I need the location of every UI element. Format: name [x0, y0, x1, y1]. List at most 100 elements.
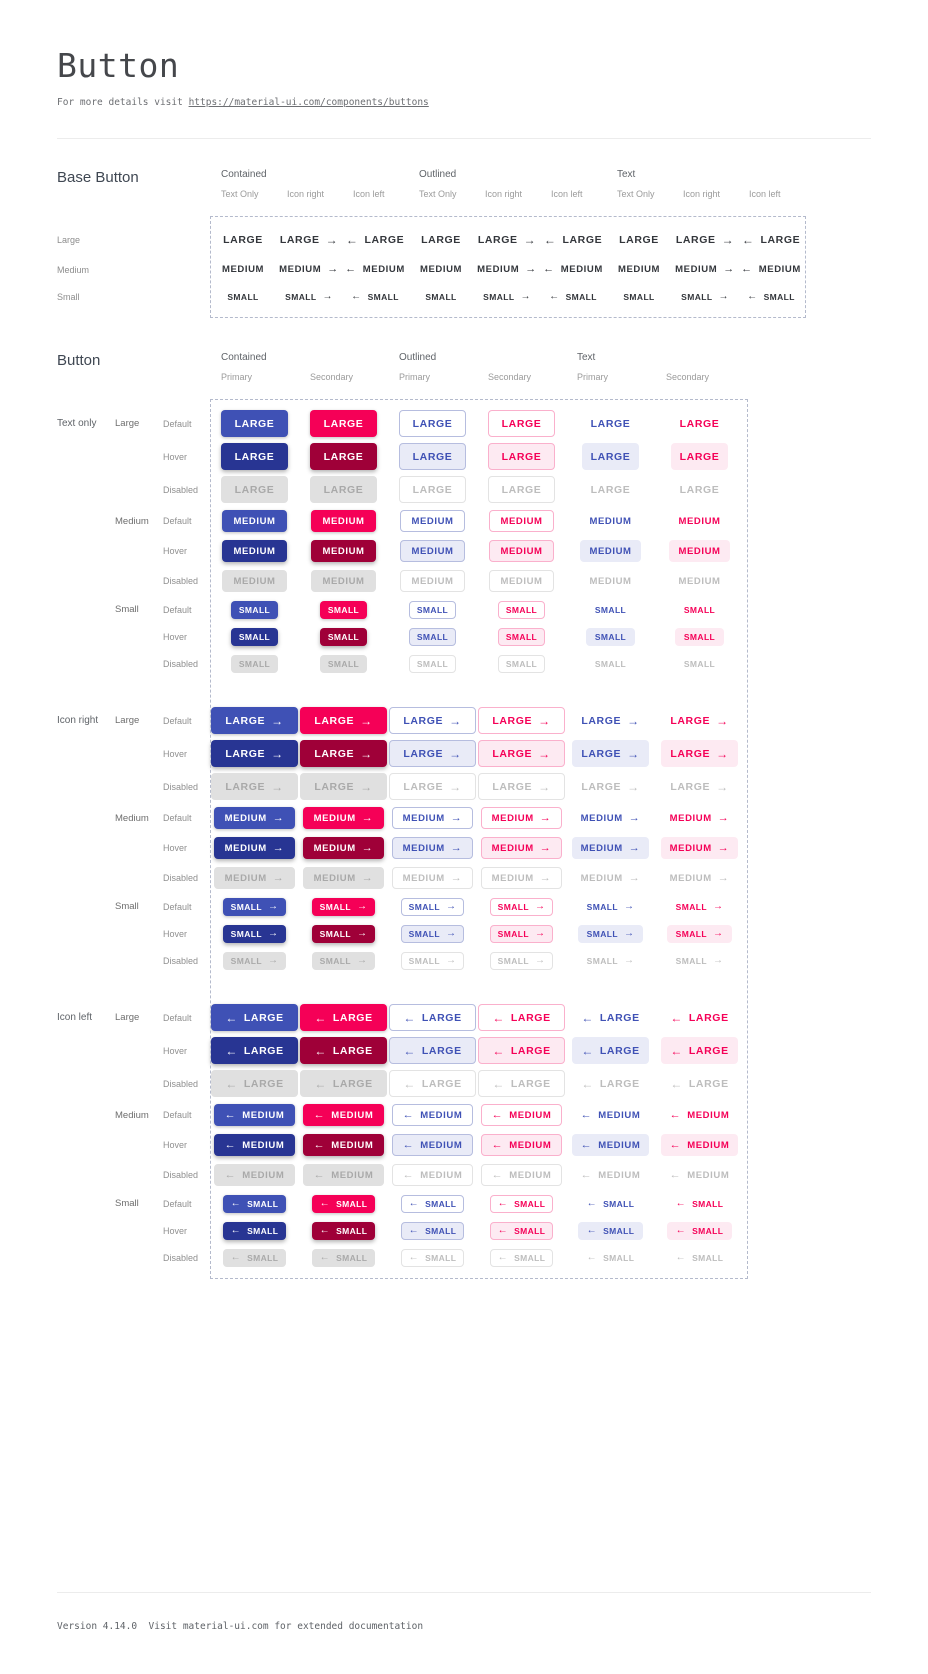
- button-icon-right-outlined-secondary-small-hover[interactable]: SMALL →: [489, 924, 554, 943]
- button-icon-left-text-primary-small-hover[interactable]: ← SMALL: [577, 1221, 644, 1240]
- button-text-only-outlined-primary-medium-hover[interactable]: MEDIUM: [400, 540, 465, 562]
- button-text-only-contained-secondary-small-hover[interactable]: SMALL: [319, 627, 368, 646]
- button-text-only-outlined-primary-small-hover[interactable]: SMALL: [408, 627, 457, 646]
- button-text-only-text-secondary-small-hover[interactable]: SMALL: [674, 627, 725, 646]
- button-icon-left-outlined-secondary-large-hover[interactable]: ← LARGE: [478, 1037, 565, 1064]
- button-icon-right-text-primary-large-hover[interactable]: LARGE →: [572, 740, 649, 767]
- button-icon-left-contained-secondary-small-default[interactable]: ← SMALL: [311, 1194, 376, 1213]
- button-text-only-contained-primary-large-hover[interactable]: LARGE: [220, 443, 289, 470]
- button-icon-right-contained-secondary-large-default[interactable]: LARGE →: [300, 707, 387, 734]
- base-button-outlined-icon-left-small[interactable]: ← SMALL: [540, 288, 606, 306]
- base-button-contained-icon-right-large[interactable]: LARGE →: [271, 226, 347, 253]
- docs-link[interactable]: https://material-ui.com/components/butto…: [188, 97, 429, 108]
- button-text-only-contained-primary-small-default[interactable]: SMALL: [230, 600, 279, 619]
- button-icon-right-contained-secondary-small-hover[interactable]: SMALL →: [311, 924, 376, 943]
- base-button-outlined-text-only-medium[interactable]: MEDIUM: [411, 259, 471, 281]
- button-icon-right-text-secondary-large-default[interactable]: LARGE →: [661, 707, 737, 734]
- button-icon-right-text-primary-medium-default[interactable]: MEDIUM →: [572, 807, 650, 829]
- button-icon-left-contained-primary-small-default[interactable]: ← SMALL: [222, 1194, 287, 1213]
- button-icon-right-text-secondary-medium-hover[interactable]: MEDIUM →: [660, 837, 739, 859]
- button-icon-right-contained-primary-large-default[interactable]: LARGE →: [211, 707, 298, 734]
- button-icon-left-text-secondary-small-hover[interactable]: ← SMALL: [666, 1221, 733, 1240]
- button-text-only-contained-primary-large-default[interactable]: LARGE: [220, 410, 289, 437]
- button-icon-left-text-secondary-large-default[interactable]: ← LARGE: [661, 1004, 737, 1031]
- button-text-only-outlined-secondary-small-default[interactable]: SMALL: [497, 600, 546, 619]
- button-text-only-contained-secondary-large-default[interactable]: LARGE: [309, 410, 378, 437]
- button-icon-left-text-secondary-large-hover[interactable]: ← LARGE: [661, 1037, 738, 1064]
- button-icon-right-text-secondary-small-hover[interactable]: SMALL →: [666, 924, 733, 943]
- base-button-contained-icon-left-medium[interactable]: ← MEDIUM: [336, 259, 414, 281]
- button-icon-left-contained-primary-medium-default[interactable]: ← MEDIUM: [213, 1104, 296, 1126]
- base-button-contained-icon-left-small[interactable]: ← SMALL: [342, 288, 408, 306]
- button-text-only-outlined-primary-large-hover[interactable]: LARGE: [398, 443, 467, 470]
- button-icon-left-contained-primary-large-hover[interactable]: ← LARGE: [211, 1037, 298, 1064]
- base-button-text-icon-right-small[interactable]: SMALL →: [672, 288, 738, 306]
- button-icon-left-text-primary-medium-hover[interactable]: ← MEDIUM: [571, 1134, 650, 1156]
- button-icon-left-outlined-secondary-medium-default[interactable]: ← MEDIUM: [480, 1104, 563, 1126]
- button-text-only-contained-primary-medium-default[interactable]: MEDIUM: [222, 510, 287, 532]
- button-text-only-text-secondary-small-default[interactable]: SMALL: [675, 601, 724, 619]
- button-text-only-outlined-secondary-medium-hover[interactable]: MEDIUM: [489, 540, 554, 562]
- button-icon-right-contained-secondary-medium-hover[interactable]: MEDIUM →: [302, 837, 385, 859]
- button-text-only-outlined-primary-medium-default[interactable]: MEDIUM: [400, 510, 465, 532]
- button-icon-right-text-secondary-small-default[interactable]: SMALL →: [667, 898, 733, 916]
- button-text-only-outlined-primary-large-default[interactable]: LARGE: [398, 410, 467, 437]
- base-button-contained-icon-right-medium[interactable]: MEDIUM →: [270, 259, 348, 281]
- button-text-only-outlined-primary-small-default[interactable]: SMALL: [408, 600, 457, 619]
- base-button-outlined-icon-right-small[interactable]: SMALL →: [474, 288, 540, 306]
- button-icon-left-text-secondary-small-default[interactable]: ← SMALL: [667, 1195, 733, 1213]
- button-icon-right-outlined-primary-large-default[interactable]: LARGE →: [389, 707, 476, 734]
- button-text-only-contained-primary-medium-hover[interactable]: MEDIUM: [222, 540, 287, 562]
- button-icon-right-contained-primary-small-hover[interactable]: SMALL →: [222, 924, 287, 943]
- button-text-only-text-primary-large-default[interactable]: LARGE: [582, 410, 640, 437]
- button-icon-right-text-primary-medium-hover[interactable]: MEDIUM →: [571, 837, 650, 859]
- button-icon-right-outlined-primary-medium-default[interactable]: MEDIUM →: [391, 807, 474, 829]
- button-icon-left-contained-primary-large-default[interactable]: ← LARGE: [211, 1004, 298, 1031]
- button-icon-right-text-primary-large-default[interactable]: LARGE →: [572, 707, 648, 734]
- button-icon-left-outlined-secondary-small-default[interactable]: ← SMALL: [489, 1194, 554, 1213]
- button-text-only-contained-secondary-medium-hover[interactable]: MEDIUM: [311, 540, 376, 562]
- base-button-outlined-icon-right-medium[interactable]: MEDIUM →: [468, 259, 546, 281]
- button-icon-right-contained-secondary-medium-default[interactable]: MEDIUM →: [302, 807, 385, 829]
- button-text-only-contained-secondary-medium-default[interactable]: MEDIUM: [311, 510, 376, 532]
- base-button-text-text-only-small[interactable]: SMALL: [614, 288, 663, 306]
- button-icon-left-contained-secondary-medium-default[interactable]: ← MEDIUM: [302, 1104, 385, 1126]
- base-button-text-icon-right-medium[interactable]: MEDIUM →: [666, 259, 744, 281]
- base-button-text-icon-right-large[interactable]: LARGE →: [667, 226, 743, 253]
- base-button-contained-text-only-small[interactable]: SMALL: [218, 288, 267, 306]
- button-icon-right-text-secondary-medium-default[interactable]: MEDIUM →: [661, 807, 739, 829]
- button-icon-left-text-primary-medium-default[interactable]: ← MEDIUM: [572, 1104, 650, 1126]
- button-text-only-text-secondary-large-hover[interactable]: LARGE: [670, 443, 729, 470]
- button-icon-right-outlined-secondary-small-default[interactable]: SMALL →: [489, 897, 554, 916]
- button-icon-right-contained-primary-medium-default[interactable]: MEDIUM →: [213, 807, 296, 829]
- base-button-contained-text-only-medium[interactable]: MEDIUM: [213, 259, 273, 281]
- button-text-only-text-primary-large-hover[interactable]: LARGE: [581, 443, 640, 470]
- button-icon-left-text-primary-large-hover[interactable]: ← LARGE: [572, 1037, 649, 1064]
- button-text-only-outlined-secondary-medium-default[interactable]: MEDIUM: [489, 510, 554, 532]
- button-icon-right-contained-primary-large-hover[interactable]: LARGE →: [211, 740, 298, 767]
- button-icon-right-text-primary-small-default[interactable]: SMALL →: [578, 898, 644, 916]
- button-icon-left-outlined-primary-small-default[interactable]: ← SMALL: [400, 1194, 465, 1213]
- button-icon-left-outlined-primary-large-default[interactable]: ← LARGE: [389, 1004, 476, 1031]
- button-icon-right-contained-secondary-small-default[interactable]: SMALL →: [311, 897, 376, 916]
- button-icon-right-outlined-primary-small-default[interactable]: SMALL →: [400, 897, 465, 916]
- button-icon-left-outlined-primary-medium-hover[interactable]: ← MEDIUM: [391, 1134, 474, 1156]
- button-icon-left-contained-secondary-large-hover[interactable]: ← LARGE: [300, 1037, 387, 1064]
- base-button-contained-icon-left-large[interactable]: ← LARGE: [337, 226, 413, 253]
- button-text-only-outlined-secondary-small-hover[interactable]: SMALL: [497, 627, 546, 646]
- button-text-only-text-secondary-medium-default[interactable]: MEDIUM: [669, 510, 729, 532]
- button-icon-left-contained-primary-small-hover[interactable]: ← SMALL: [222, 1221, 287, 1240]
- button-text-only-text-secondary-large-default[interactable]: LARGE: [671, 410, 729, 437]
- button-text-only-outlined-secondary-large-default[interactable]: LARGE: [487, 410, 556, 437]
- button-icon-right-outlined-primary-medium-hover[interactable]: MEDIUM →: [391, 837, 474, 859]
- base-button-outlined-icon-left-large[interactable]: ← LARGE: [535, 226, 611, 253]
- button-icon-left-outlined-secondary-large-default[interactable]: ← LARGE: [478, 1004, 565, 1031]
- button-icon-right-contained-secondary-large-hover[interactable]: LARGE →: [300, 740, 387, 767]
- button-icon-left-outlined-secondary-small-hover[interactable]: ← SMALL: [489, 1221, 554, 1240]
- button-text-only-text-primary-small-hover[interactable]: SMALL: [585, 627, 636, 646]
- button-text-only-text-secondary-medium-hover[interactable]: MEDIUM: [669, 540, 730, 562]
- button-text-only-contained-primary-small-hover[interactable]: SMALL: [230, 627, 279, 646]
- base-button-text-icon-left-medium[interactable]: ← MEDIUM: [732, 259, 810, 281]
- button-icon-right-contained-primary-small-default[interactable]: SMALL →: [222, 897, 287, 916]
- button-icon-left-outlined-primary-large-hover[interactable]: ← LARGE: [389, 1037, 476, 1064]
